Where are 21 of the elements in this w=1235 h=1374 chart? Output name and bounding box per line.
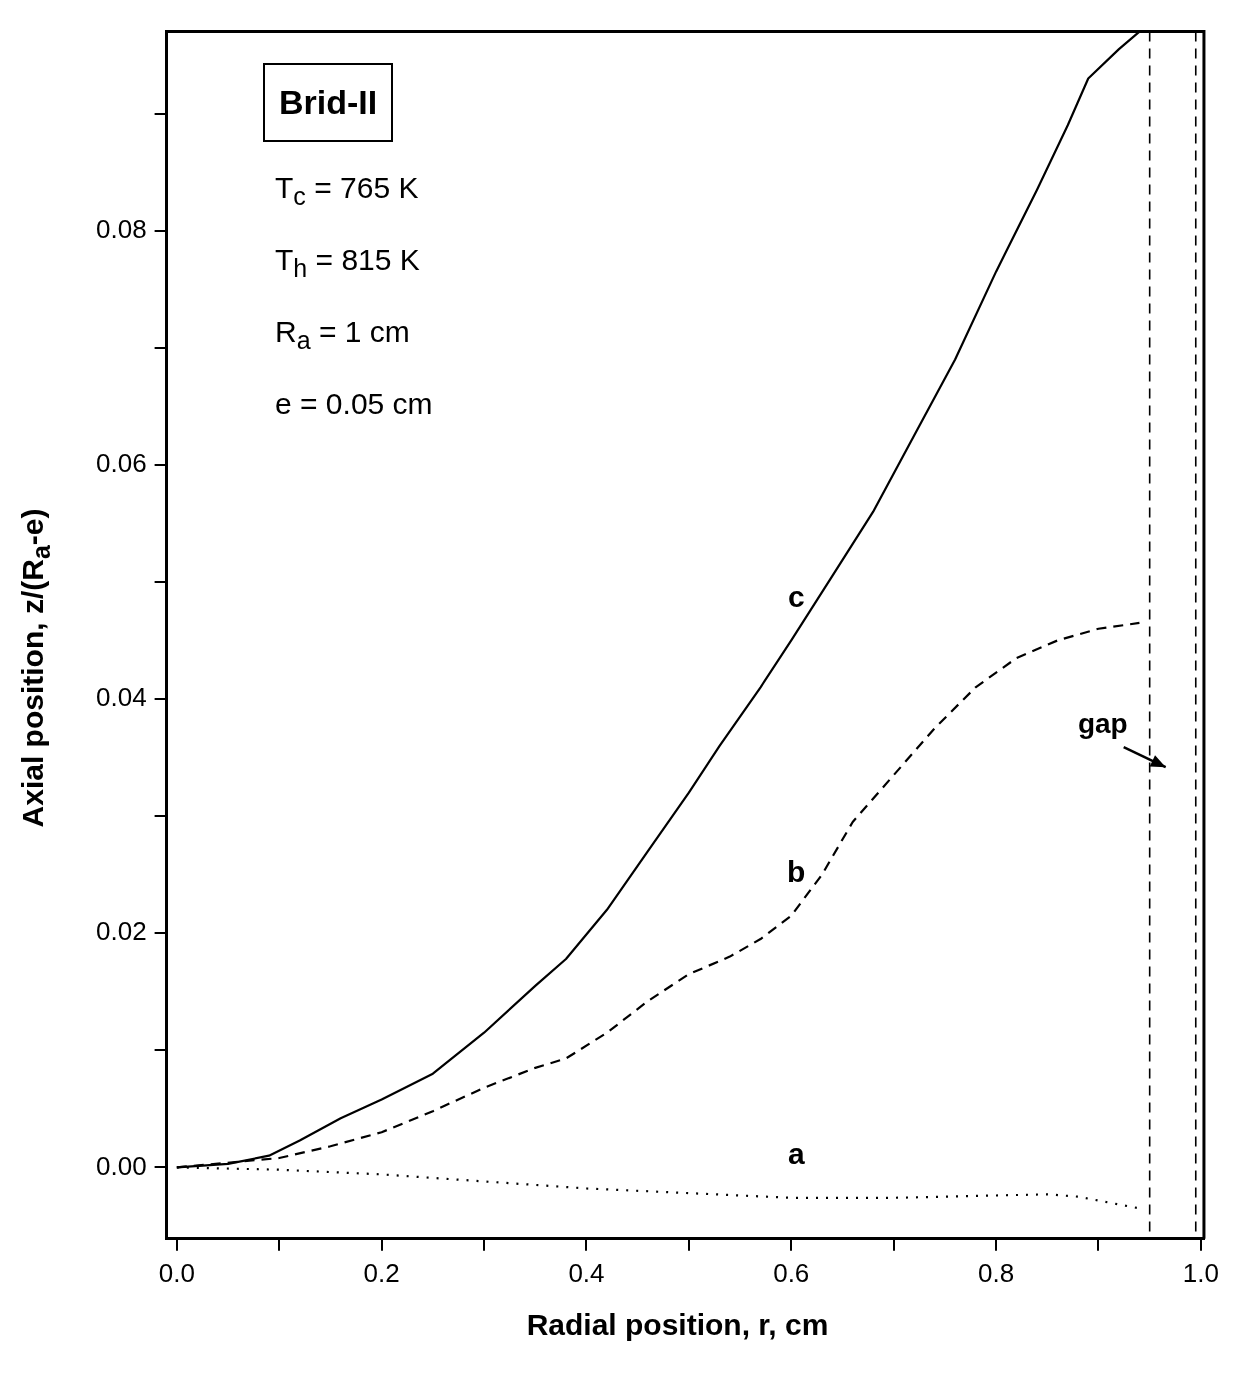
y-tick-label: 0.00 bbox=[95, 1150, 147, 1181]
annotation: R$_{a}$ = 1 cm bbox=[275, 314, 411, 356]
x-tick-label: 0.2 bbox=[363, 1257, 400, 1288]
x-tick-label: 0.0 bbox=[158, 1257, 195, 1288]
ref-line-label: gap bbox=[1077, 707, 1128, 739]
y-tick-label: 0.06 bbox=[95, 448, 147, 479]
annotation: T$_{h}$ = 815 K bbox=[275, 242, 421, 284]
x-tick-label: 0.4 bbox=[568, 1257, 605, 1288]
series-label: c bbox=[787, 579, 805, 613]
y-tick-label: 0.02 bbox=[95, 916, 147, 947]
annotation: e = 0.05 cm bbox=[275, 386, 433, 422]
x-tick-label: 0.6 bbox=[773, 1257, 810, 1288]
annotation: Brid-II bbox=[263, 63, 394, 142]
x-axis-title: Radial position, r, cm bbox=[525, 1308, 830, 1342]
y-tick-label: 0.04 bbox=[95, 682, 147, 713]
x-tick-label: 1.0 bbox=[1182, 1257, 1219, 1288]
y-tick-label: 0.08 bbox=[95, 213, 147, 244]
series-label: b bbox=[787, 854, 806, 888]
annotation: T$_{c}$ = 765 K bbox=[275, 170, 420, 212]
x-tick-label: 0.8 bbox=[978, 1257, 1015, 1288]
series-label: a bbox=[787, 1137, 805, 1171]
